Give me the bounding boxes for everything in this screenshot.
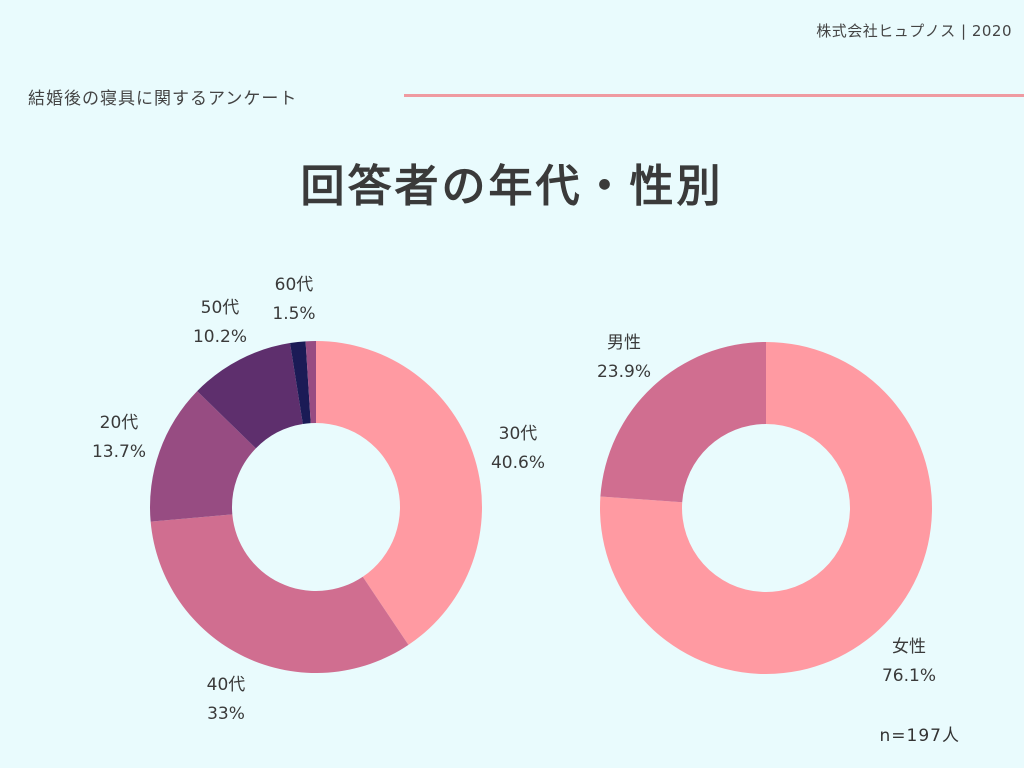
age-slice-1: [150, 514, 409, 673]
gender-percent-1: 23.9%: [597, 362, 651, 382]
gender-slice-0: [599, 342, 932, 675]
age-percent-3: 10.2%: [193, 327, 247, 347]
age-slice-0: [316, 341, 482, 645]
gender-label-0: 女性: [892, 637, 926, 657]
age-slice-5: [305, 341, 316, 424]
age-slice-4: [290, 341, 311, 425]
age-donut-chart: 30代 40.6% 40代 33% 20代 13.7% 50代 10.2% 60代 1.5%: [92, 275, 545, 724]
age-percent-2: 13.7%: [92, 442, 146, 462]
gender-label-1: 男性: [607, 333, 641, 353]
age-label-0: 30代: [499, 424, 538, 444]
survey-subtitle: 結婚後の寝具に関するアンケート: [28, 89, 298, 109]
company-credit: 株式会社ヒュプノス | 2020: [816, 22, 1012, 40]
age-percent-4: 1.5%: [272, 304, 315, 324]
gender-slice-1: [600, 342, 766, 503]
age-label-2: 20代: [100, 413, 139, 433]
age-label-3: 50代: [201, 298, 240, 318]
age-label-4: 60代: [275, 275, 314, 295]
sample-size-note: n=197人: [879, 726, 960, 746]
gender-donut-chart: 女性 76.1% 男性 23.9%: [597, 333, 936, 686]
age-slice-3: [197, 343, 303, 449]
age-slice-2: [149, 391, 256, 522]
age-label-1: 40代: [207, 675, 246, 695]
page-title: 回答者の年代・性別: [300, 161, 724, 212]
divider-line: [404, 94, 1024, 97]
age-percent-0: 40.6%: [491, 453, 545, 473]
gender-percent-0: 76.1%: [882, 666, 936, 686]
age-percent-1: 33%: [207, 704, 245, 724]
